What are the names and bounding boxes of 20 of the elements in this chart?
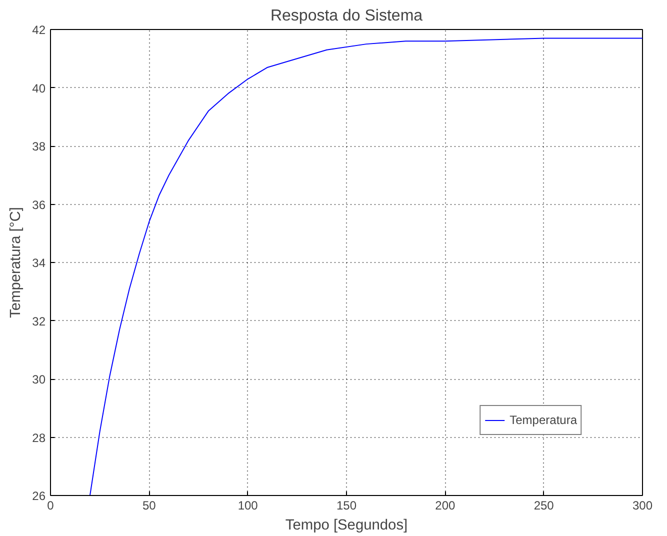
x-tick-label: 50: [142, 498, 156, 512]
y-tick-label: 40: [32, 81, 46, 96]
y-tick-label: 42: [32, 23, 46, 37]
x-tick-label: 150: [336, 498, 357, 512]
y-tick-label: 30: [32, 372, 46, 386]
x-tick-label: 0: [47, 498, 54, 512]
x-tick-label: 250: [534, 498, 554, 512]
y-axis-title: Temperatura [°C]: [8, 207, 24, 318]
chart-title: Resposta do Sistema: [270, 8, 423, 24]
y-tick-label: 36: [32, 198, 46, 212]
x-tick-label: 300: [632, 498, 653, 512]
x-tick-label: 200: [435, 498, 456, 512]
y-tick-label: 34: [32, 256, 46, 270]
y-tick-label: 26: [32, 489, 46, 503]
legend-label: Temperatura: [510, 413, 577, 427]
y-tick-label: 28: [32, 430, 46, 445]
y-tick-label: 38: [32, 140, 46, 154]
x-tick-label: 100: [238, 498, 258, 512]
x-axis-title: Tempo [Segundos]: [285, 518, 408, 534]
y-tick-label: 32: [32, 314, 46, 328]
